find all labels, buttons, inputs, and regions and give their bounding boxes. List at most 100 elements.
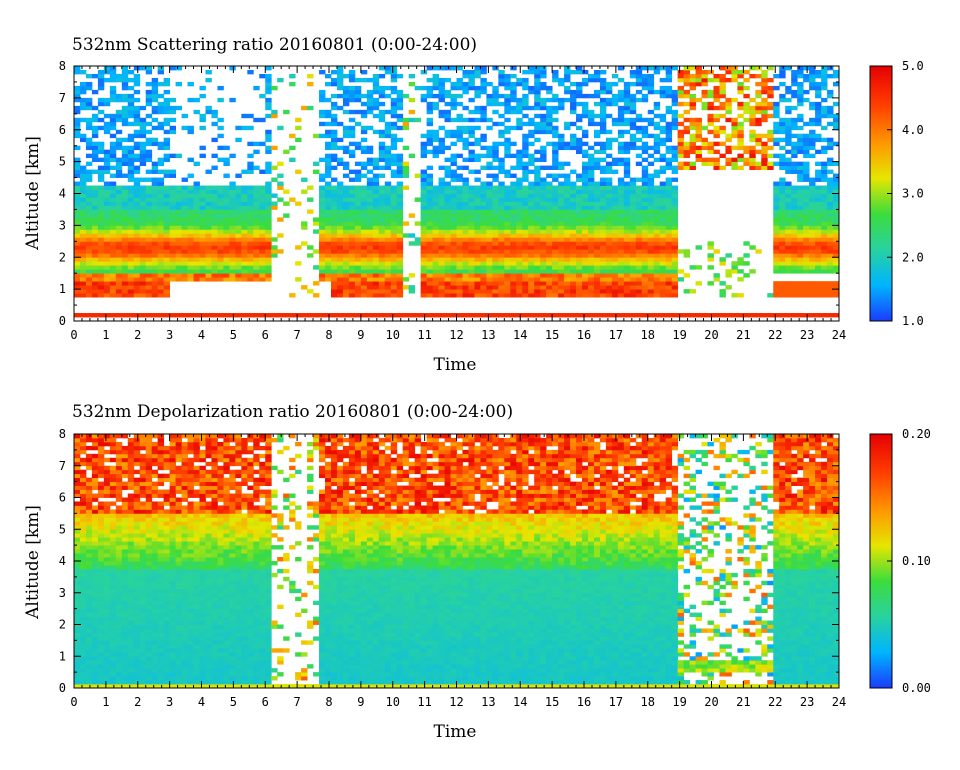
heatmap-cell — [540, 113, 547, 119]
heatmap-cell — [659, 181, 667, 186]
heatmap-cell — [366, 245, 374, 250]
heatmap-cell — [426, 265, 433, 270]
heatmap-cell — [139, 197, 147, 202]
heatmap-cell — [438, 201, 445, 206]
heatmap-cell — [821, 77, 828, 83]
heatmap-cell — [235, 313, 242, 318]
heatmap-cell — [737, 293, 744, 298]
heatmap-cell — [474, 73, 481, 79]
heatmap-cell — [510, 185, 517, 190]
heatmap-cell — [671, 273, 679, 278]
heatmap-cell — [617, 89, 625, 95]
heatmap-cell — [390, 269, 398, 274]
heatmap-cell — [133, 177, 141, 182]
heatmap-cell — [163, 225, 171, 230]
heatmap-cell — [516, 125, 523, 131]
heatmap-cell — [683, 77, 690, 83]
heatmap-cell — [516, 221, 523, 226]
heatmap-cell — [223, 209, 230, 214]
heatmap-cell — [121, 257, 129, 262]
heatmap-cell — [731, 117, 738, 123]
heatmap-cell — [635, 273, 643, 278]
heatmap-cell — [761, 117, 768, 123]
heatmap-cell — [145, 225, 153, 230]
heatmap-cell — [815, 189, 822, 194]
heatmap-cell — [522, 189, 529, 194]
heatmap-cell — [133, 81, 141, 87]
heatmap-cell — [103, 197, 111, 202]
heatmap-cell — [366, 149, 374, 155]
heatmap-cell — [325, 221, 332, 226]
heatmap-cell — [605, 257, 613, 262]
heatmap-cell — [779, 269, 786, 274]
heatmap-cell — [522, 269, 529, 274]
heatmap-cell — [372, 293, 380, 298]
heatmap-cell — [797, 245, 804, 250]
heatmap-cell — [426, 109, 433, 115]
heatmap-cell — [468, 249, 475, 254]
heatmap-cell — [462, 257, 469, 262]
heatmap-cell — [797, 253, 804, 258]
heatmap-cell — [582, 77, 589, 83]
heatmap-cell — [360, 261, 368, 266]
heatmap-cell — [474, 185, 481, 190]
heatmap-cell — [587, 189, 595, 194]
heatmap-cell — [641, 117, 649, 123]
heatmap-cell — [426, 165, 433, 170]
heatmap-cell — [785, 265, 792, 270]
heatmap-cell — [348, 149, 356, 155]
heatmap-cell — [74, 209, 81, 214]
heatmap-cell — [109, 73, 117, 79]
heatmap-cell — [749, 121, 756, 127]
heatmap-cell — [396, 193, 404, 198]
heatmap-cell — [671, 157, 679, 163]
heatmap-cell — [725, 157, 732, 163]
heatmap-cell — [450, 265, 457, 270]
heatmap-cell — [522, 121, 529, 127]
heatmap-cell — [785, 125, 792, 131]
heatmap-cell — [139, 213, 147, 218]
heatmap-cell — [372, 213, 380, 218]
heatmap-cell — [510, 261, 517, 266]
heatmap-cell — [623, 261, 631, 266]
heatmap-cell — [325, 73, 332, 79]
heatmap-cell — [426, 233, 433, 238]
heatmap-cell — [139, 125, 147, 131]
heatmap-cell — [761, 141, 768, 147]
heatmap-cell — [390, 85, 398, 91]
heatmap-cell — [833, 125, 840, 131]
heatmap-cell — [516, 217, 523, 222]
heatmap-cell — [522, 313, 529, 318]
heatmap-cell — [157, 249, 165, 254]
x-tick-label: 3 — [166, 328, 173, 342]
heatmap-cell — [133, 229, 141, 234]
heatmap-cell — [809, 217, 816, 222]
heatmap-cell — [821, 285, 828, 290]
heatmap-cell — [558, 285, 565, 290]
heatmap-cell — [599, 293, 607, 298]
heatmap-cell — [253, 253, 260, 258]
heatmap-cell — [827, 241, 834, 246]
heatmap-cell — [647, 181, 655, 186]
heatmap-cell — [127, 177, 135, 182]
heatmap-cell — [366, 225, 374, 230]
heatmap-cell — [402, 121, 410, 127]
heatmap-cell — [665, 229, 673, 234]
heatmap-cell — [522, 161, 529, 167]
heatmap-cell — [265, 137, 272, 143]
heatmap-cell — [516, 261, 523, 266]
heatmap-cell — [444, 129, 451, 135]
heatmap-cell — [767, 137, 774, 143]
heatmap-cell — [121, 77, 129, 83]
heatmap-cell — [265, 253, 272, 258]
heatmap-cell — [85, 97, 93, 103]
heatmap-cell — [635, 89, 643, 95]
heatmap-cell — [103, 77, 111, 83]
heatmap-cell — [354, 189, 362, 194]
heatmap-cell — [558, 205, 565, 210]
heatmap-cell — [295, 261, 302, 266]
heatmap-cell — [253, 197, 260, 202]
heatmap-cell — [797, 289, 804, 294]
heatmap-cell — [522, 277, 529, 282]
heatmap-cell — [803, 245, 810, 250]
